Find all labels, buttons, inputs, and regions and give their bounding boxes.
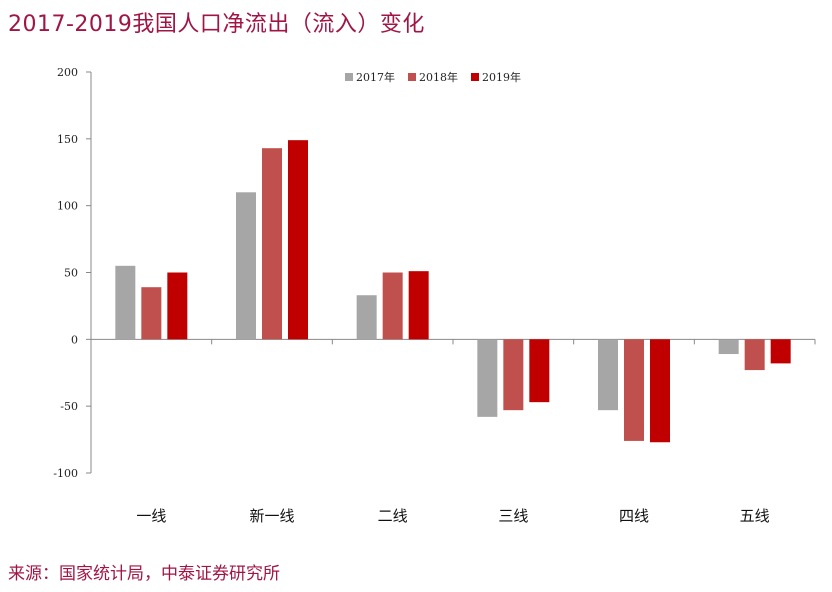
- x-category-label: 五线: [740, 507, 770, 525]
- x-category-label: 二线: [378, 507, 408, 525]
- legend-label: 2019年: [482, 70, 521, 84]
- y-tick-label: 150: [57, 133, 78, 146]
- source-note: 来源：国家统计局，中泰证券研究所: [8, 564, 280, 584]
- chart-title: 2017-2019我国人口净流出（流入）变化: [8, 12, 425, 37]
- legend-label: 2018年: [419, 70, 458, 84]
- y-tick-label: -50: [60, 400, 78, 413]
- bar-2017年: [477, 339, 498, 417]
- x-category-label: 四线: [619, 507, 649, 525]
- bar-2017年: [115, 265, 136, 340]
- x-category-label: 三线: [498, 507, 528, 525]
- bar-2018年: [624, 339, 644, 441]
- y-tick-label: 50: [64, 267, 78, 280]
- bar-2017年: [356, 295, 377, 340]
- y-tick-label: 100: [57, 200, 78, 213]
- bar-2019年: [408, 271, 429, 340]
- bar-2018年: [382, 272, 403, 340]
- bar-2018年: [744, 339, 765, 371]
- legend-swatch: [471, 73, 479, 81]
- bar-2018年: [141, 287, 162, 340]
- bar-2019年: [770, 339, 791, 364]
- y-tick-label: 200: [57, 66, 78, 79]
- bar-2017年: [598, 339, 618, 411]
- y-tick-label: -100: [53, 467, 78, 480]
- legend-swatch: [408, 73, 416, 81]
- legend-swatch: [345, 73, 353, 81]
- bar-2018年: [503, 339, 524, 411]
- bar-2017年: [236, 192, 256, 340]
- bar-2019年: [167, 272, 188, 340]
- x-category-label: 新一线: [249, 507, 294, 525]
- bar-2017年: [718, 339, 739, 355]
- y-tick-label: 0: [71, 333, 78, 346]
- bar-2018年: [262, 148, 282, 340]
- x-category-label: 一线: [136, 507, 166, 525]
- bar-2019年: [529, 339, 550, 403]
- bar-2019年: [650, 339, 670, 443]
- bar-2019年: [288, 140, 308, 340]
- legend-label: 2017年: [356, 70, 395, 84]
